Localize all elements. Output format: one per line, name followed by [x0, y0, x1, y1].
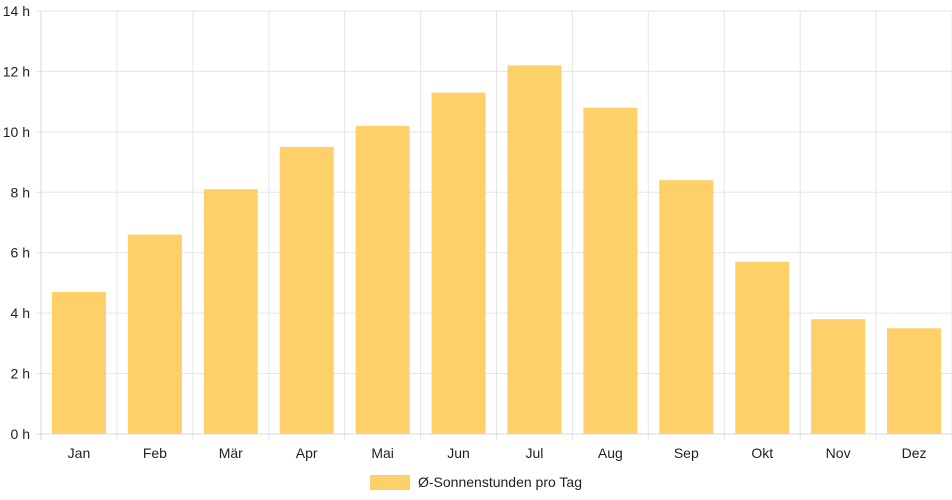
bar-aug[interactable] — [583, 107, 638, 434]
y-tick-label: 2 h — [11, 366, 30, 382]
bar-jun[interactable] — [431, 92, 486, 434]
y-tick-label: 6 h — [11, 245, 30, 261]
legend[interactable]: Ø-Sonnenstunden pro Tag — [370, 474, 582, 490]
x-tick-label: Aug — [598, 445, 623, 461]
x-tick-label: Feb — [143, 445, 167, 461]
bar-mai[interactable] — [355, 125, 410, 435]
x-tick-label: Sep — [674, 445, 699, 461]
y-tick-label: 8 h — [11, 184, 30, 200]
bar-mär[interactable] — [203, 189, 258, 434]
x-tick-label: Okt — [751, 445, 773, 461]
x-tick-label: Jun — [447, 445, 470, 461]
x-tick-label: Nov — [826, 445, 851, 461]
y-tick-label: 14 h — [3, 3, 30, 19]
bar-apr[interactable] — [279, 146, 334, 434]
x-tick-label: Jul — [526, 445, 544, 461]
grid-lines — [41, 10, 952, 440]
x-tick-label: Apr — [296, 445, 318, 461]
axes — [36, 10, 952, 440]
x-tick-label: Dez — [902, 445, 927, 461]
y-tick-label: 0 h — [11, 426, 30, 442]
y-tick-label: 10 h — [3, 124, 30, 140]
bar-nov[interactable] — [811, 319, 866, 434]
bar-dez[interactable] — [887, 328, 942, 434]
bar-sep[interactable] — [659, 180, 714, 434]
bar-jul[interactable] — [507, 65, 562, 434]
tick-labels: 0 h 2 h 4 h 6 h 8 h 10 h 12 h 14 h Jan Feb Mär Apr M… — [3, 3, 927, 461]
bar-okt[interactable] — [735, 261, 790, 434]
y-tick-label: 12 h — [3, 63, 30, 79]
legend-label[interactable]: Ø-Sonnenstunden pro Tag — [418, 474, 582, 490]
y-tick-label: 4 h — [11, 305, 30, 321]
bar-jan[interactable] — [51, 291, 106, 434]
x-tick-label: Mai — [371, 445, 394, 461]
x-tick-label: Jan — [68, 445, 91, 461]
legend-swatch[interactable] — [370, 475, 410, 490]
bar-feb[interactable] — [127, 234, 182, 434]
x-tick-label: Mär — [219, 445, 243, 461]
bars — [51, 65, 942, 435]
